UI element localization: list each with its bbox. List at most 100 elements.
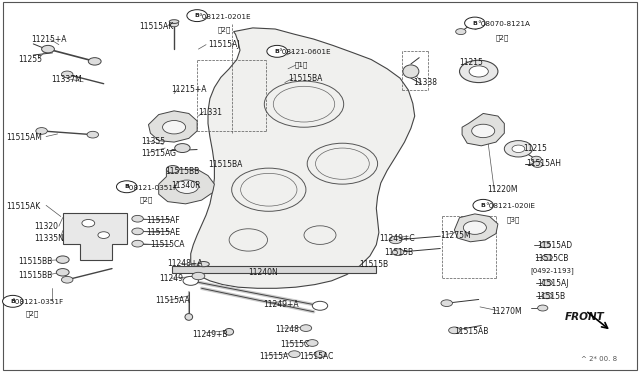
Text: B: B xyxy=(195,13,200,18)
Text: 11515AC: 11515AC xyxy=(300,352,334,361)
Text: 11515AM: 11515AM xyxy=(6,133,42,142)
Ellipse shape xyxy=(185,314,193,320)
Text: °08121-0601E: °08121-0601E xyxy=(278,49,331,55)
Circle shape xyxy=(183,276,198,285)
Text: （2）: （2） xyxy=(218,26,231,33)
Text: 11215: 11215 xyxy=(460,58,483,67)
Text: 11515BB: 11515BB xyxy=(18,257,52,266)
Text: 11255: 11255 xyxy=(18,55,42,64)
Text: 11515B: 11515B xyxy=(536,292,566,301)
Circle shape xyxy=(36,128,47,134)
Text: [0492-1193]: [0492-1193] xyxy=(530,267,573,274)
Text: °08121-020iE: °08121-020iE xyxy=(485,203,535,209)
Circle shape xyxy=(531,156,541,162)
Polygon shape xyxy=(454,214,498,242)
Text: B: B xyxy=(124,184,129,189)
Circle shape xyxy=(163,121,186,134)
Text: 11515AE: 11515AE xyxy=(146,228,180,237)
Circle shape xyxy=(82,219,95,227)
Text: B: B xyxy=(481,203,486,208)
Circle shape xyxy=(56,256,69,263)
Circle shape xyxy=(300,325,312,331)
Text: （2）: （2） xyxy=(26,310,39,317)
Circle shape xyxy=(42,45,54,53)
Text: 11215: 11215 xyxy=(524,144,547,153)
Text: 11275M: 11275M xyxy=(440,231,471,240)
Circle shape xyxy=(132,228,143,235)
Circle shape xyxy=(166,166,179,173)
Text: 11515B: 11515B xyxy=(384,248,413,257)
Circle shape xyxy=(267,45,287,57)
Text: 11331: 11331 xyxy=(198,108,223,117)
Text: 11515AK: 11515AK xyxy=(6,202,41,211)
Text: °08121-0351F: °08121-0351F xyxy=(125,185,177,191)
Ellipse shape xyxy=(403,65,419,78)
Circle shape xyxy=(61,276,73,283)
Circle shape xyxy=(88,58,101,65)
Circle shape xyxy=(392,249,404,256)
Text: 11515C: 11515C xyxy=(280,340,310,349)
Text: 11515AH: 11515AH xyxy=(526,159,561,168)
Circle shape xyxy=(289,351,300,357)
Circle shape xyxy=(132,215,143,222)
Text: 11515AJ: 11515AJ xyxy=(538,279,569,288)
Polygon shape xyxy=(462,113,504,146)
Circle shape xyxy=(175,144,190,153)
Text: FRONT: FRONT xyxy=(564,312,604,322)
Text: ^ 2* 00. 8: ^ 2* 00. 8 xyxy=(581,356,617,362)
Text: （1）: （1） xyxy=(294,62,308,68)
Text: B: B xyxy=(472,20,477,26)
Circle shape xyxy=(542,293,552,299)
Text: 11515AB: 11515AB xyxy=(454,327,489,336)
Circle shape xyxy=(441,300,452,307)
Text: 11515BB: 11515BB xyxy=(18,271,52,280)
Circle shape xyxy=(116,181,137,193)
Circle shape xyxy=(314,351,326,357)
Polygon shape xyxy=(159,169,214,204)
Text: 11515AG: 11515AG xyxy=(141,149,176,158)
Text: 11249+B: 11249+B xyxy=(192,330,227,339)
Circle shape xyxy=(187,10,207,22)
Circle shape xyxy=(307,340,318,346)
Circle shape xyxy=(540,242,550,248)
Text: 11270M: 11270M xyxy=(492,307,522,316)
Circle shape xyxy=(98,232,109,238)
Text: 11515A: 11515A xyxy=(259,352,289,361)
Text: （2）: （2） xyxy=(496,35,509,41)
Circle shape xyxy=(473,199,493,211)
Circle shape xyxy=(532,161,543,167)
Circle shape xyxy=(512,145,525,153)
Circle shape xyxy=(465,17,485,29)
Text: 11220M: 11220M xyxy=(488,185,518,194)
Text: 11515CA: 11515CA xyxy=(150,240,185,249)
Text: 11515AF: 11515AF xyxy=(146,216,180,225)
Text: 11248: 11248 xyxy=(275,325,299,334)
Text: 11515AJ: 11515AJ xyxy=(208,40,239,49)
Ellipse shape xyxy=(225,328,234,335)
Text: 11515AA: 11515AA xyxy=(155,296,189,305)
Text: 11515AD: 11515AD xyxy=(538,241,573,250)
Polygon shape xyxy=(148,111,197,142)
Text: 11249: 11249 xyxy=(159,274,183,283)
Circle shape xyxy=(538,305,548,311)
Text: 11248+A: 11248+A xyxy=(168,259,203,268)
Text: °08121-0201E: °08121-0201E xyxy=(198,14,251,20)
Bar xyxy=(172,266,376,273)
Polygon shape xyxy=(63,213,127,260)
Text: 11249+A: 11249+A xyxy=(264,300,300,309)
Circle shape xyxy=(449,327,460,334)
Circle shape xyxy=(469,66,488,77)
Text: 11515BA: 11515BA xyxy=(288,74,323,83)
Text: 11240N: 11240N xyxy=(248,268,278,277)
Text: 11215+A: 11215+A xyxy=(172,85,207,94)
Circle shape xyxy=(542,254,552,260)
Circle shape xyxy=(504,141,532,157)
Circle shape xyxy=(472,124,495,138)
Text: 11515B: 11515B xyxy=(360,260,389,269)
Text: 11335N: 11335N xyxy=(34,234,64,243)
Circle shape xyxy=(456,29,466,35)
Text: （3）: （3） xyxy=(507,216,520,223)
Text: 11515BA: 11515BA xyxy=(208,160,243,169)
Text: °08070-8121A: °08070-8121A xyxy=(477,21,530,27)
Ellipse shape xyxy=(169,20,179,23)
